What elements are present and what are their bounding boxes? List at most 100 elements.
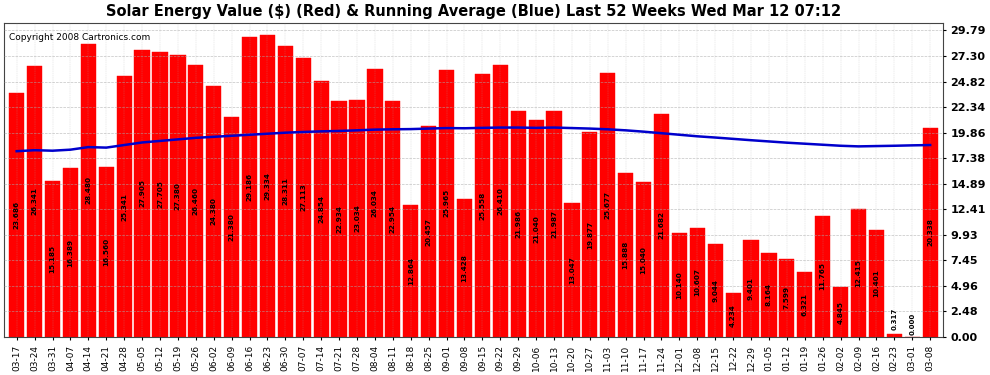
- Bar: [99, 166, 114, 337]
- Text: 21.682: 21.682: [658, 211, 664, 239]
- Text: 20.338: 20.338: [928, 218, 934, 246]
- Text: 20.457: 20.457: [426, 218, 432, 246]
- Text: 15.040: 15.040: [641, 246, 646, 273]
- Bar: [296, 58, 311, 337]
- Text: 24.380: 24.380: [211, 198, 217, 225]
- Text: 11.765: 11.765: [820, 262, 826, 290]
- Bar: [564, 203, 579, 337]
- Text: 10.140: 10.140: [676, 271, 682, 298]
- Text: 8.164: 8.164: [766, 284, 772, 306]
- Text: 7.599: 7.599: [784, 286, 790, 309]
- Text: 25.341: 25.341: [121, 193, 127, 220]
- Title: Solar Energy Value ($) (Red) & Running Average (Blue) Last 52 Weeks Wed Mar 12 0: Solar Energy Value ($) (Red) & Running A…: [106, 4, 841, 19]
- Bar: [815, 216, 831, 337]
- Bar: [135, 50, 149, 337]
- Text: 15.185: 15.185: [50, 245, 55, 273]
- Bar: [367, 69, 382, 337]
- Bar: [797, 272, 813, 337]
- Text: 27.705: 27.705: [157, 180, 163, 209]
- Text: 23.686: 23.686: [14, 201, 20, 229]
- Text: Copyright 2008 Cartronics.com: Copyright 2008 Cartronics.com: [9, 33, 150, 42]
- Text: 15.888: 15.888: [623, 241, 629, 269]
- Bar: [403, 205, 419, 337]
- Text: 25.965: 25.965: [444, 189, 449, 217]
- Text: 10.607: 10.607: [694, 268, 700, 296]
- Text: 21.040: 21.040: [534, 215, 540, 243]
- Bar: [850, 209, 866, 337]
- Bar: [439, 70, 454, 337]
- Bar: [475, 74, 490, 337]
- Text: 9.401: 9.401: [748, 277, 754, 300]
- Text: 26.410: 26.410: [497, 187, 503, 215]
- Text: 26.341: 26.341: [32, 188, 38, 215]
- Text: 21.987: 21.987: [551, 210, 557, 238]
- Text: 26.460: 26.460: [193, 187, 199, 215]
- Bar: [81, 44, 96, 337]
- Text: 24.854: 24.854: [318, 195, 324, 223]
- Bar: [887, 334, 902, 337]
- Text: 13.428: 13.428: [461, 254, 467, 282]
- Bar: [385, 101, 400, 337]
- Text: 4.845: 4.845: [838, 300, 843, 324]
- Bar: [690, 228, 705, 337]
- Text: 0.000: 0.000: [909, 313, 915, 335]
- Bar: [278, 46, 293, 337]
- Text: 25.677: 25.677: [605, 191, 611, 219]
- Bar: [708, 244, 723, 337]
- Bar: [726, 293, 741, 337]
- Text: 27.113: 27.113: [300, 184, 306, 211]
- Bar: [582, 132, 597, 337]
- Text: 12.415: 12.415: [855, 259, 861, 287]
- Text: 0.317: 0.317: [891, 308, 897, 330]
- Bar: [206, 86, 222, 337]
- Text: 16.389: 16.389: [67, 238, 73, 267]
- Bar: [45, 181, 60, 337]
- Text: 28.480: 28.480: [85, 176, 91, 204]
- Bar: [493, 65, 508, 337]
- Bar: [618, 174, 634, 337]
- Bar: [224, 117, 240, 337]
- Bar: [636, 182, 651, 337]
- Bar: [546, 111, 561, 337]
- Bar: [27, 66, 43, 337]
- Bar: [653, 114, 669, 337]
- Bar: [9, 93, 25, 337]
- Bar: [421, 126, 437, 337]
- Text: 27.380: 27.380: [175, 182, 181, 210]
- Bar: [62, 168, 78, 337]
- Text: 22.954: 22.954: [390, 205, 396, 233]
- Text: 12.864: 12.864: [408, 257, 414, 285]
- Bar: [833, 287, 848, 337]
- Bar: [242, 37, 257, 337]
- Text: 9.044: 9.044: [712, 279, 718, 302]
- Text: 21.380: 21.380: [229, 213, 235, 241]
- Bar: [170, 55, 185, 337]
- Bar: [743, 240, 758, 337]
- Text: 25.558: 25.558: [479, 191, 485, 220]
- Bar: [152, 52, 167, 337]
- Bar: [672, 232, 687, 337]
- Text: 29.334: 29.334: [264, 172, 270, 200]
- Bar: [600, 73, 616, 337]
- Bar: [259, 35, 275, 337]
- Text: 6.321: 6.321: [802, 293, 808, 316]
- Text: 21.986: 21.986: [515, 210, 521, 238]
- Text: 23.034: 23.034: [354, 205, 360, 232]
- Bar: [779, 259, 795, 337]
- Bar: [529, 120, 544, 337]
- Text: 16.560: 16.560: [103, 238, 109, 266]
- Text: 29.186: 29.186: [247, 173, 252, 201]
- Text: 19.877: 19.877: [587, 220, 593, 249]
- Text: 13.047: 13.047: [569, 256, 575, 284]
- Bar: [117, 76, 132, 337]
- Text: 10.401: 10.401: [873, 270, 879, 297]
- Text: 26.034: 26.034: [372, 189, 378, 217]
- Bar: [923, 128, 938, 337]
- Text: 27.905: 27.905: [139, 179, 146, 207]
- Text: 22.934: 22.934: [336, 205, 343, 233]
- Bar: [349, 100, 364, 337]
- Text: 4.234: 4.234: [731, 304, 737, 327]
- Bar: [332, 101, 346, 337]
- Text: 28.311: 28.311: [282, 177, 288, 205]
- Bar: [761, 253, 776, 337]
